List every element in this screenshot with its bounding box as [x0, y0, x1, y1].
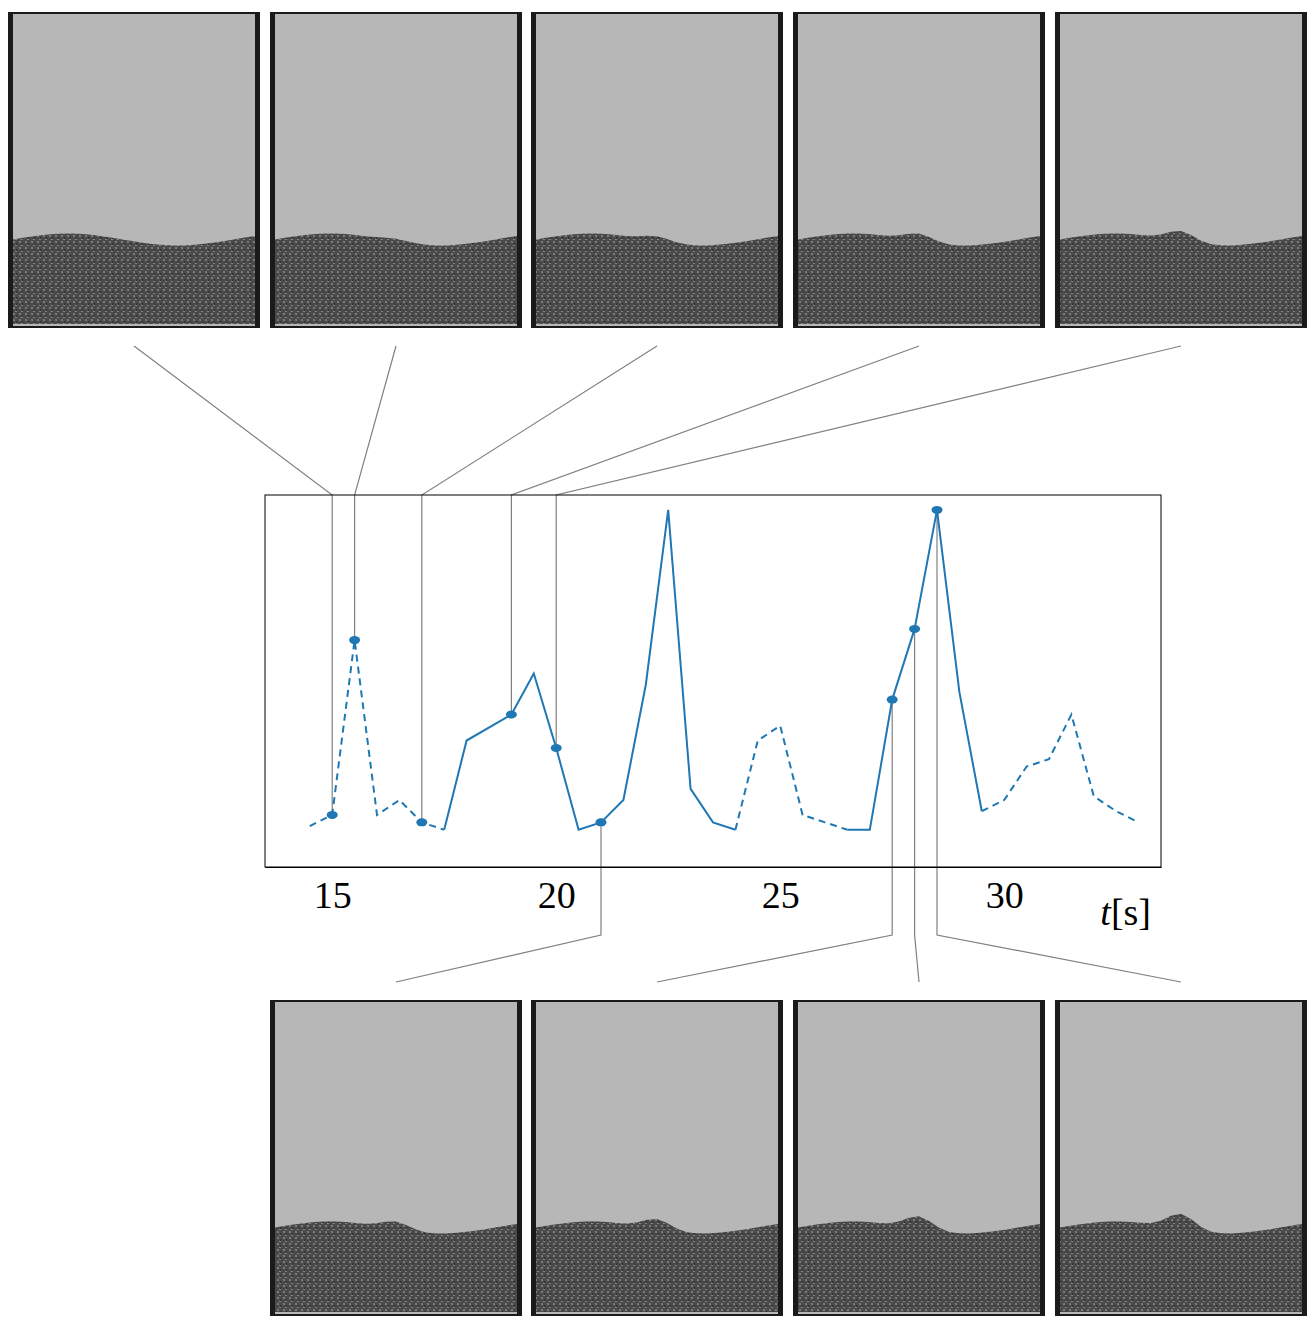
marker [506, 710, 517, 718]
leader-line [915, 629, 919, 982]
marker [887, 696, 898, 704]
leader-lines [134, 346, 1181, 982]
plot-frame [265, 495, 1161, 867]
figure: 15 20 25 30 t[s] [0, 0, 1309, 1320]
photo-panel [793, 12, 1045, 328]
marker [909, 625, 920, 633]
sediment [275, 234, 517, 324]
photo-background [275, 1002, 517, 1314]
photo-frame [270, 1000, 522, 1316]
series-line [310, 640, 1139, 830]
x-axis-title: t[s] [1100, 891, 1151, 933]
photo-panel [8, 12, 260, 328]
sediment [1060, 231, 1302, 324]
x-tick: 25 [762, 867, 800, 916]
photo-background [275, 14, 517, 326]
photo-background [798, 14, 1040, 326]
x-axis-line [266, 867, 1162, 868]
sediment [536, 1219, 778, 1312]
leader-line [556, 346, 1181, 748]
photo-frame [1055, 1000, 1307, 1316]
series-line [444, 510, 982, 830]
photo-background [536, 1002, 778, 1314]
sediment [536, 234, 778, 324]
photo-frame [793, 1000, 1045, 1316]
sediment [1060, 1214, 1302, 1312]
photo-background [1060, 14, 1302, 326]
sediment [798, 1216, 1040, 1312]
photo-background [536, 14, 778, 326]
photo-frame [531, 1000, 783, 1316]
photo-frame [531, 12, 783, 328]
photo-panel [1055, 12, 1307, 328]
leader-line [937, 510, 1181, 982]
photo-frame [793, 12, 1045, 328]
plot-area [310, 506, 1139, 830]
x-tick: 15 [314, 867, 352, 916]
sediment [13, 234, 255, 324]
x-tick: 30 [986, 867, 1024, 916]
x-tick-label: 25 [762, 874, 800, 916]
photo-panel [270, 12, 522, 328]
marker [551, 744, 562, 752]
x-tick-label: 15 [314, 874, 352, 916]
marker [932, 506, 943, 514]
photo-background [1060, 1002, 1302, 1314]
marker [327, 811, 338, 819]
photo-panel [1055, 1000, 1307, 1316]
photo-frame [1055, 12, 1307, 328]
photo-background [798, 1002, 1040, 1314]
leader-line [134, 346, 332, 815]
sediment [798, 234, 1040, 324]
x-tick-label: 30 [986, 874, 1024, 916]
x-axis: 15 20 25 30 [266, 867, 1162, 916]
x-tick-label: 20 [538, 874, 576, 916]
x-tick: 20 [538, 867, 576, 916]
photo-frame [8, 12, 260, 328]
marker [416, 818, 427, 826]
marker [349, 636, 360, 644]
photo-panel [531, 1000, 783, 1316]
leader-line [657, 700, 892, 982]
photo-panel [531, 12, 783, 328]
photo-panel [793, 1000, 1045, 1316]
photo-frame [270, 12, 522, 328]
leader-line [422, 346, 657, 822]
leader-line [511, 346, 919, 714]
photo-background [13, 14, 255, 326]
leader-line [355, 346, 396, 640]
sediment [275, 1222, 517, 1312]
marker [596, 818, 607, 826]
leader-line [396, 822, 601, 982]
photo-panel [270, 1000, 522, 1316]
